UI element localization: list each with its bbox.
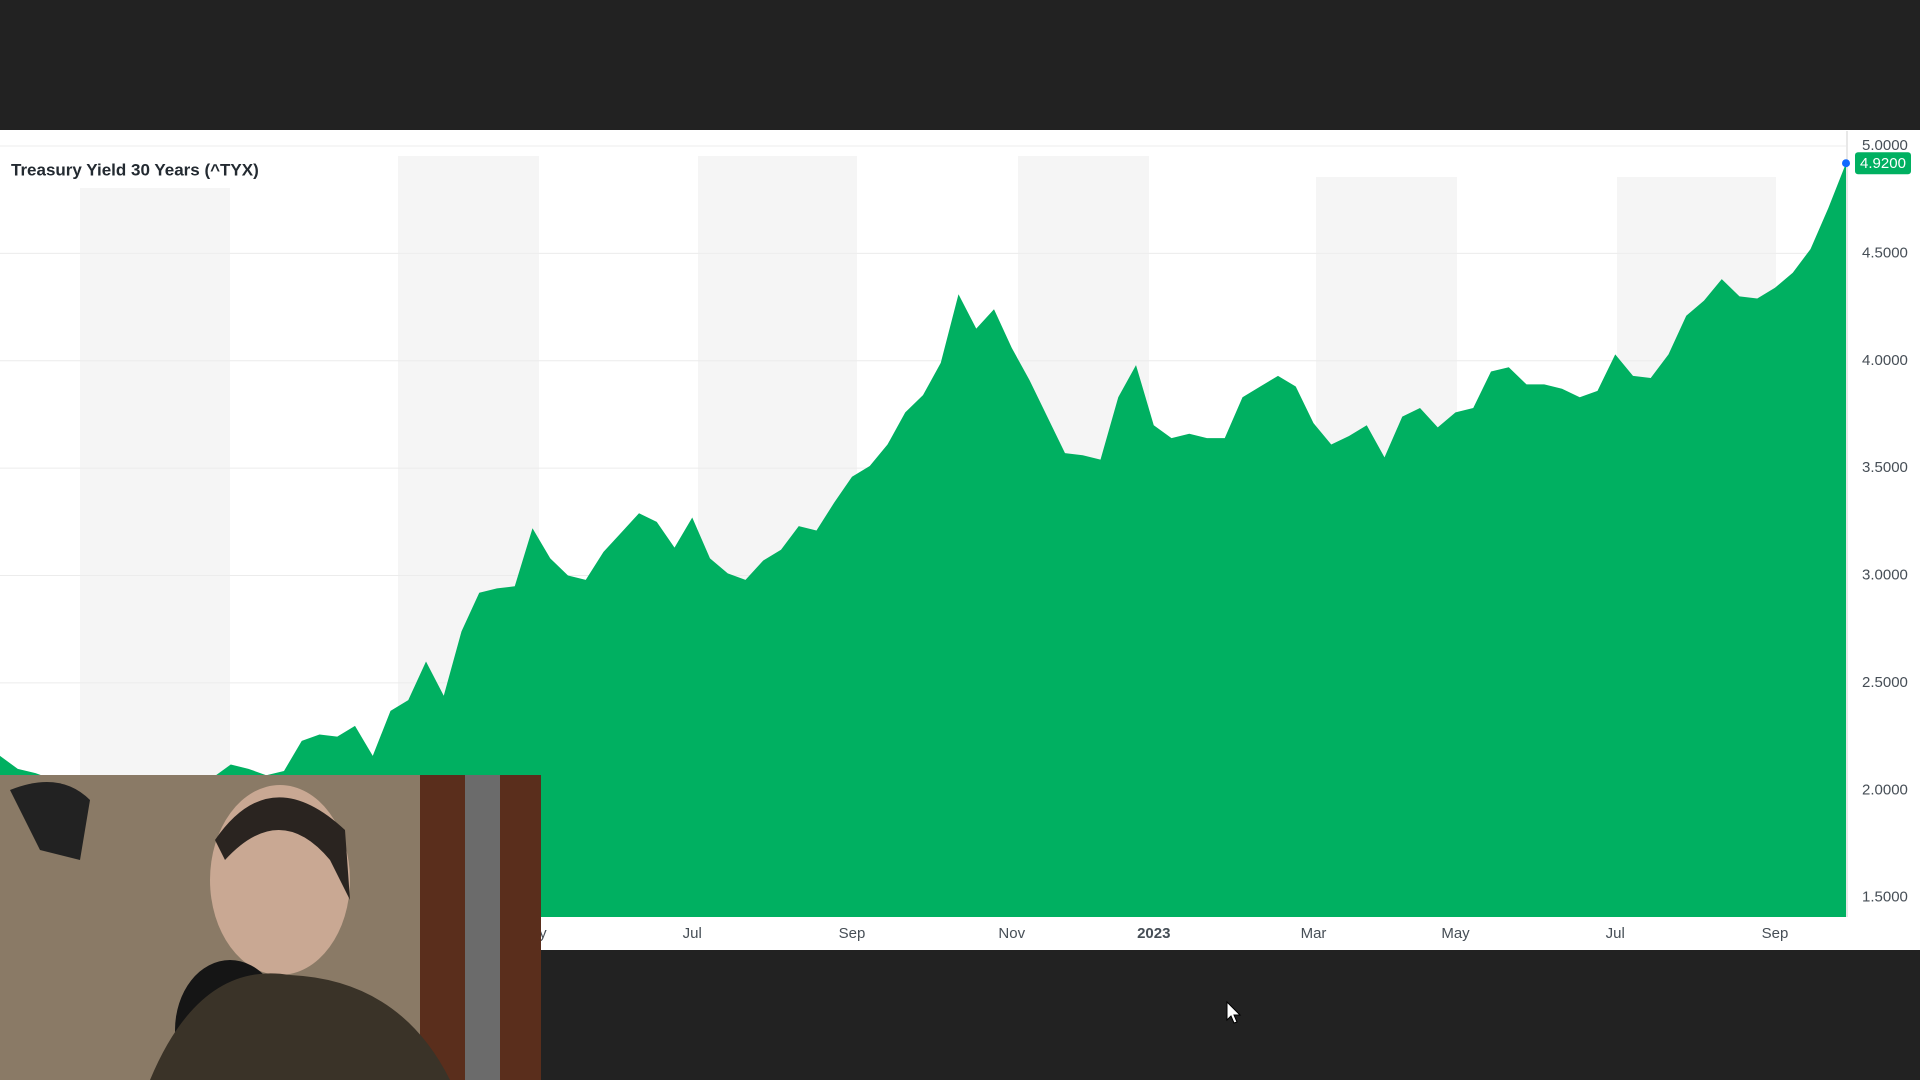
y-tick-label: 1.5000 (1862, 889, 1908, 906)
y-tick-label: 3.0000 (1862, 567, 1908, 584)
webcam-shirt (150, 973, 450, 1080)
x-tick-label: Nov (998, 925, 1025, 942)
webcam-headphones (10, 782, 90, 860)
y-tick-label: 4.5000 (1862, 244, 1908, 261)
value-label: 4.9200 (1860, 155, 1906, 172)
x-tick-label: Jul (683, 925, 702, 942)
last-point (1842, 159, 1850, 168)
x-tick-label: Sep (839, 925, 866, 942)
x-tick-label: 2023 (1137, 925, 1170, 942)
x-tick-label: May (1441, 925, 1470, 942)
top-bar (0, 0, 1920, 130)
webcam-overlay (0, 775, 541, 1080)
webcam-frame (465, 775, 500, 1080)
y-tick-label: 5.0000 (1862, 137, 1908, 154)
y-tick-label: 4.0000 (1862, 352, 1908, 369)
y-tick-label: 2.5000 (1862, 674, 1908, 691)
x-tick-label: Sep (1762, 925, 1789, 942)
webcam-hair (215, 797, 350, 900)
y-tick-label: 3.5000 (1862, 459, 1908, 476)
area (0, 163, 1846, 917)
mouse-cursor (1226, 1000, 1242, 1024)
chart-title: Treasury Yield 30 Years (^TYX) (11, 160, 259, 179)
y-tick-label: 2.0000 (1862, 781, 1908, 798)
x-tick-label: Mar (1301, 925, 1327, 942)
x-tick-label: Jul (1606, 925, 1625, 942)
value-badge (1855, 152, 1911, 175)
plot: 1.5000 2.0000 2.5000 3.0000 3.5000 4.0000 4.50… (0, 131, 1911, 942)
